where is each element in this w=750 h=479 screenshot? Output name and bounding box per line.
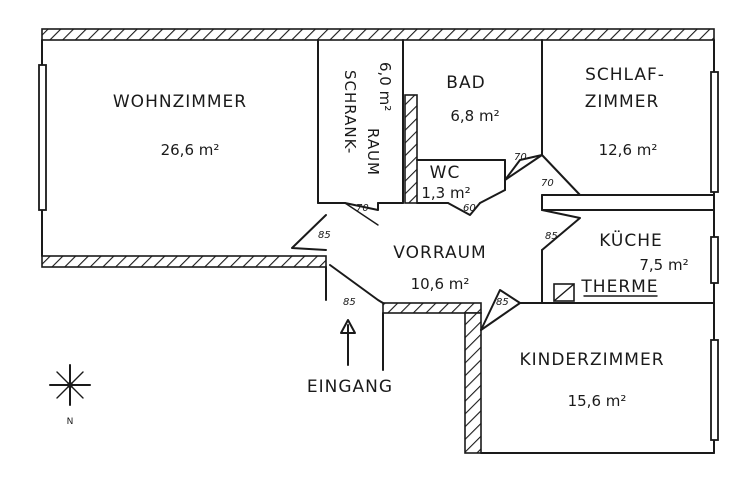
north-wall — [41, 28, 715, 41]
kueche-window — [710, 236, 719, 284]
entrance-arrow — [340, 319, 356, 366]
bad-label: BAD — [446, 73, 485, 93]
door-swings — [291, 154, 581, 331]
wc-area: 1,3 m² — [421, 184, 470, 202]
wc-label: WC — [430, 163, 461, 183]
entrance-label: EINGANG — [307, 377, 393, 397]
wohnzimmer-south-wall — [41, 255, 327, 268]
outer-walls — [41, 28, 715, 454]
therme-label: THERME — [580, 277, 658, 297]
kinderzimmer-window — [710, 339, 719, 441]
vorraum-area: 10,6 m² — [411, 275, 470, 293]
kinderzimmer-label: KINDERZIMMER — [519, 350, 664, 370]
door-width-schrankraum: 70 — [356, 203, 369, 214]
door-width-schlafzimmer: 70 — [541, 178, 554, 189]
kinderzimmer-west-wall — [464, 312, 482, 454]
door-width-wohnzimmer: 85 — [318, 230, 331, 241]
door-width-kinderzimmer: 85 — [496, 297, 509, 308]
door-width-entrance: 85 — [343, 297, 356, 308]
kueche-area: 7,5 m² — [639, 256, 688, 274]
schrankraum-label-line2: RAUM — [364, 128, 382, 176]
entrance-south-wall — [382, 302, 482, 314]
compass-label: N — [67, 417, 74, 427]
kueche-label: KÜCHE — [599, 229, 663, 251]
door-width-bad: 70 — [514, 152, 527, 163]
wohnzimmer-window — [38, 64, 47, 211]
bad-area: 6,8 m² — [450, 107, 499, 125]
windows — [38, 64, 719, 441]
vorraum-label: VORRAUM — [393, 243, 486, 263]
schlafzimmer-area: 12,6 m² — [599, 141, 658, 159]
wohnzimmer-area: 26,6 m² — [161, 141, 220, 159]
wohnzimmer-label: WOHNZIMMER — [113, 92, 247, 112]
schlafzimmer-window — [710, 71, 719, 193]
schrankraum-area: 6,0 m² — [376, 62, 394, 111]
north-compass-icon — [49, 364, 91, 406]
bad-wc-hatched-wall — [404, 94, 418, 204]
door-width-wc: 60 — [463, 203, 476, 214]
kinderzimmer-area: 15,6 m² — [568, 392, 627, 410]
schlafzimmer-label-line1: SCHLAF- — [585, 65, 665, 85]
door-width-kueche: 85 — [545, 231, 558, 242]
schlafzimmer-label-line2: ZIMMER — [585, 92, 660, 112]
schrankraum-label-line1: SCHRANK- — [341, 70, 359, 154]
